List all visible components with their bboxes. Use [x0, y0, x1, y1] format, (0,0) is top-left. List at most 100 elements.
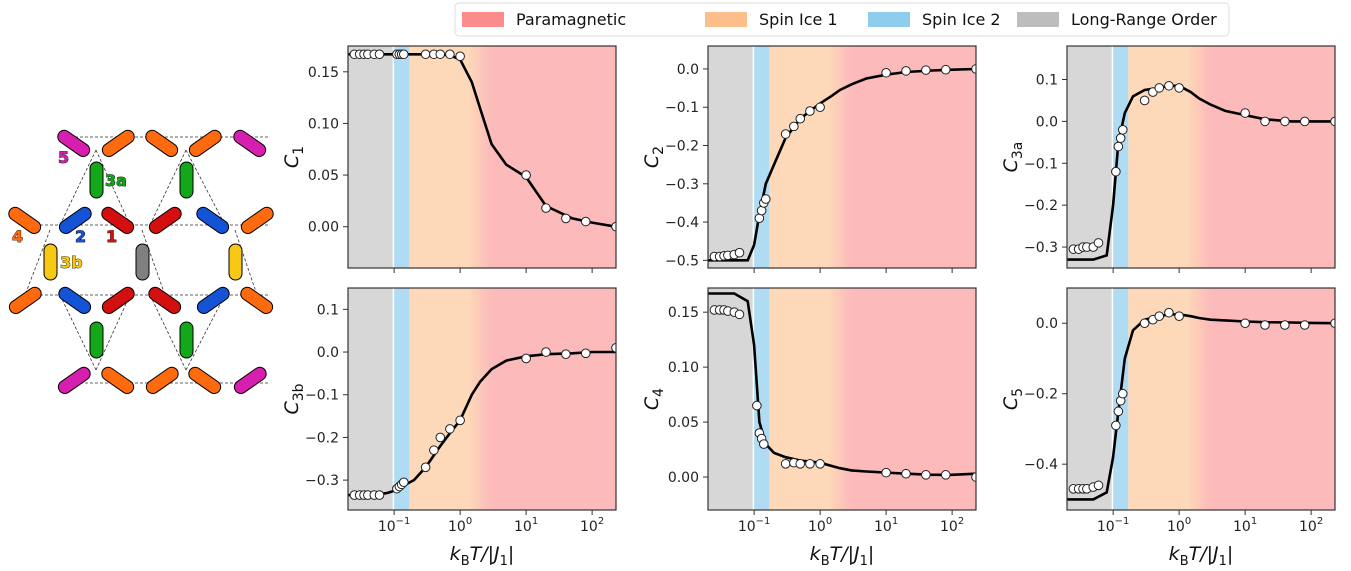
y-label-sub: 4 — [651, 388, 667, 397]
marker — [1299, 320, 1310, 330]
marker — [374, 49, 385, 60]
marker — [780, 129, 791, 139]
marker — [580, 216, 591, 227]
y-tick-label: 0.00 — [308, 220, 339, 236]
marker — [1240, 318, 1250, 329]
marker — [420, 49, 431, 60]
marker — [435, 49, 446, 60]
region-long-range — [708, 288, 753, 510]
spin-label: 1 — [106, 227, 117, 246]
spins — [8, 129, 274, 395]
tick-base: 10 — [1299, 519, 1317, 535]
x-tick-label: 102 — [940, 516, 964, 535]
y-tick-label: −0.4 — [1024, 457, 1058, 473]
axes-frame — [347, 287, 617, 511]
tick-exponent: −1 — [756, 516, 771, 527]
axes-frame — [347, 45, 617, 269]
x-tick-label: 100 — [1167, 516, 1191, 535]
marker — [1240, 108, 1250, 118]
region-long-range — [1067, 46, 1112, 268]
marker — [971, 64, 976, 74]
x-label-part: 1 — [860, 554, 868, 567]
tick-base: 10 — [940, 519, 958, 535]
marker — [1113, 406, 1124, 417]
marker — [1117, 124, 1128, 135]
y-tick-label: 0.05 — [308, 168, 339, 184]
y-label-sub: 2 — [651, 146, 667, 155]
region-fade — [467, 288, 492, 510]
tick-base: 10 — [1233, 519, 1251, 535]
panel: −0.5 −0.4 −0.3 −0.2 −0.1 0.0 C2 — [641, 45, 977, 273]
marker — [881, 67, 891, 78]
plot-area — [1067, 46, 1335, 268]
region-fade — [827, 46, 852, 268]
tick-base: 10 — [514, 519, 532, 535]
y-tick-label: 0.0 — [317, 345, 339, 361]
marker — [752, 400, 762, 411]
marker — [429, 445, 439, 456]
marker — [541, 347, 551, 357]
legend-swatch — [868, 12, 910, 27]
marker — [1280, 116, 1290, 127]
marker — [1174, 311, 1184, 321]
marker — [789, 121, 799, 132]
legend-frame — [454, 2, 1230, 37]
marker — [521, 170, 531, 180]
y-label-sub: 3a — [1010, 142, 1026, 160]
region-paramagnetic — [1210, 46, 1335, 268]
marker — [1111, 420, 1121, 431]
legend: Paramagnetic Spin Ice 1 Spin Ice 2 Long-Ran… — [454, 2, 1230, 37]
tick-base: 10 — [808, 519, 826, 535]
spin-label: 5 — [58, 148, 69, 167]
axes-frame — [1066, 287, 1336, 511]
y-tick-label: −0.2 — [305, 430, 339, 446]
x-tick-label: 101 — [514, 516, 538, 535]
region-paramagnetic — [491, 288, 616, 510]
marker — [1280, 320, 1290, 330]
marker — [901, 468, 911, 479]
region-paramagnetic — [851, 288, 976, 510]
region-spin-ice-2 — [394, 46, 410, 268]
marker — [374, 490, 385, 500]
x-tick-label: 100 — [808, 516, 832, 535]
panel: 0.00 0.05 0.10 0.15 C1 — [281, 45, 617, 273]
region-paramagnetic — [851, 46, 976, 268]
panel: −0.3 −0.2 −0.1 0.0 0.1 C3a — [1000, 45, 1336, 273]
spin-label: 4 — [12, 227, 23, 246]
tick-exponent: 1 — [1251, 516, 1257, 527]
marker — [561, 213, 571, 224]
marker — [398, 49, 409, 60]
x-axis-label: kBT/|J1| — [810, 543, 875, 567]
y-label-sub: 1 — [291, 146, 307, 155]
x-axis-label: kBT/|J1| — [450, 543, 515, 567]
marker — [521, 353, 531, 364]
y-tick-label: 0.1 — [1036, 73, 1058, 89]
marker — [805, 106, 815, 116]
marker — [1164, 307, 1174, 318]
marker — [445, 49, 455, 60]
tick-base: 10 — [738, 519, 756, 535]
region-fade — [827, 288, 852, 510]
region-spin-ice-2 — [394, 288, 410, 510]
marker — [580, 348, 591, 359]
y-label-sub: 3b — [291, 383, 307, 401]
plot-area — [348, 288, 616, 510]
x-tick-label: 102 — [1299, 516, 1323, 535]
x-label-part: k — [1169, 543, 1181, 565]
tick-base: 10 — [448, 519, 466, 535]
x-label-part: T/|J — [1189, 543, 1219, 565]
marker — [815, 102, 825, 113]
marker — [901, 66, 911, 76]
y-axis-label: C3a — [1000, 142, 1026, 173]
x-label-part: 1 — [500, 554, 508, 567]
tick-exponent: 1 — [532, 516, 538, 527]
plot-area — [708, 288, 976, 510]
y-tick-label: 0.00 — [668, 470, 699, 486]
legend-label: Paramagnetic — [516, 10, 626, 29]
y-tick-label: 0.15 — [308, 65, 339, 81]
y-tick-label: −0.1 — [305, 388, 339, 404]
y-tick-label: −0.4 — [665, 215, 699, 231]
y-tick-label: −0.2 — [665, 139, 699, 155]
marker — [1260, 116, 1270, 127]
